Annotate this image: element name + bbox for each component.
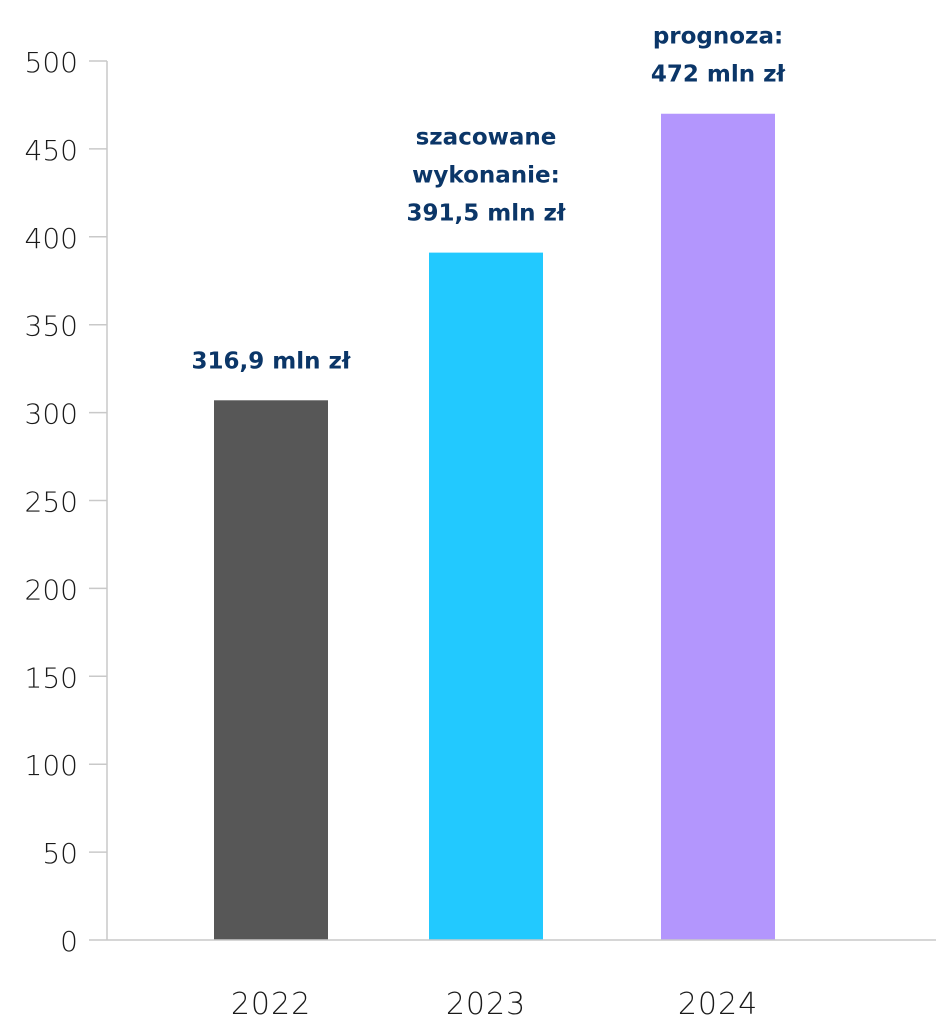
data-label: prognoza: [653,24,783,50]
y-tick-label: 450 [25,134,78,167]
data-label: wykonanie: [412,163,560,189]
bars [214,113,775,941]
y-tick-label: 350 [25,310,78,343]
x-tick-label: 2023 [446,987,526,1019]
data-label: szacowane [416,125,557,151]
data-label: 316,9 mln zł [192,348,351,374]
y-tick-label: 200 [25,573,78,606]
y-tick-label: 100 [25,749,78,782]
bar-2023 [429,252,543,940]
y-tick-label: 250 [25,486,78,519]
y-tick-label: 0 [60,925,78,958]
x-tick-label: 2022 [231,987,311,1019]
y-tick-label: 400 [25,222,78,255]
x-tick-label: 2024 [678,987,758,1019]
bar-2022 [214,400,328,940]
y-axis: 0 50 100 150 200 250 300 350 400 450 500 [25,46,108,958]
data-labels: 316,9 mln zł szacowane wykonanie: 391,5 mln… [192,24,786,375]
x-axis: 2022 2023 2024 [107,939,936,1019]
y-tick-label: 300 [25,398,78,431]
y-tick-label: 500 [25,46,78,79]
y-tick-label: 150 [25,661,78,694]
bar-2024 [661,113,775,941]
data-label: 391,5 mln zł [407,201,566,227]
y-tick-label: 50 [42,837,78,870]
data-label: 472 mln zł [651,62,786,88]
